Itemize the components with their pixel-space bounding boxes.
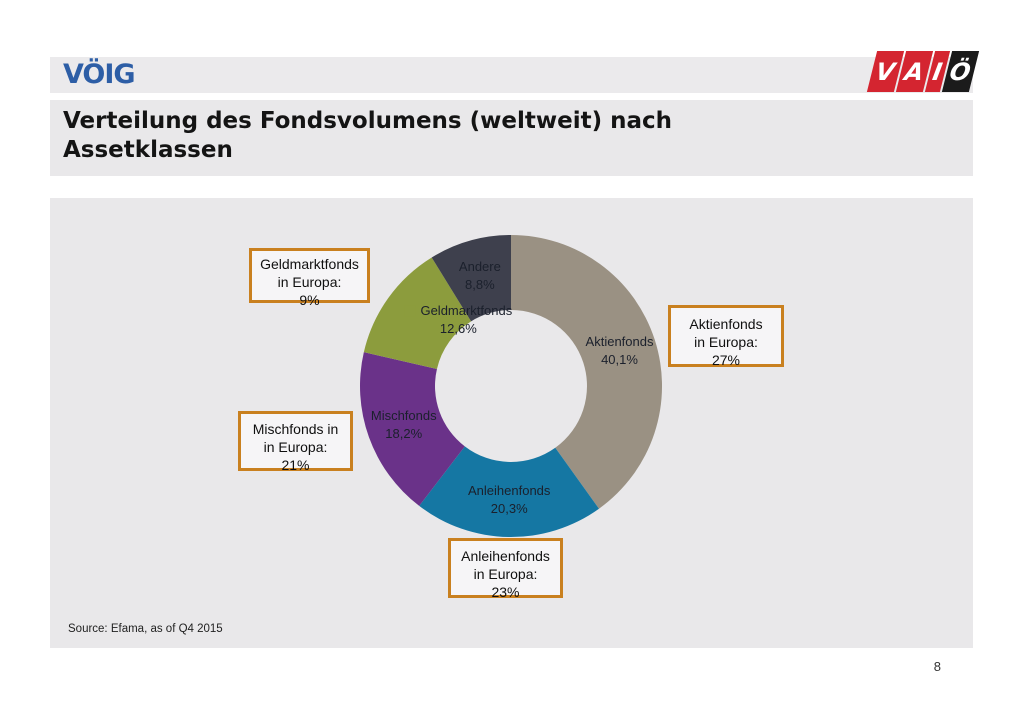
callout-line: Anleihenfonds: [461, 548, 550, 564]
callout-aktienfonds-europa: Aktienfonds in Europa: 27%: [668, 305, 784, 368]
slice-label-mischfonds: Mischfonds 18,2%: [370, 407, 437, 441]
page-title: Verteilung des Fondsvolumens (weltweit) …: [50, 100, 973, 165]
slice-label-andere: Andere 8,8%: [458, 259, 501, 293]
vaio-letter: Ö: [947, 57, 974, 86]
slice-label-aktienfonds: Aktienfonds 40,1%: [585, 334, 654, 368]
slice-anleihenfonds: [419, 446, 599, 538]
title-band: Verteilung des Fondsvolumens (weltweit) …: [50, 100, 973, 176]
slice-aktienfonds: [511, 235, 663, 509]
slice-label-anleihenfonds: Anleihenfonds 20,3%: [468, 483, 551, 516]
callout-geldmarktfonds-europa: Geldmarktfonds in Europa: 9%: [249, 248, 370, 308]
callout-line: Mischfonds in: [252, 421, 339, 437]
slice-mischfonds: [360, 352, 465, 506]
callout-line: in Europa:: [277, 273, 342, 290]
callout-value: 21%: [281, 456, 310, 473]
callout-line: in Europa:: [473, 565, 538, 582]
slice-label-geldmarktfonds: Geldmarktfonds 12,6%: [404, 302, 512, 338]
callout-anleihenfonds-europa: Anleihenfonds in Europa: 23%: [448, 538, 563, 600]
header-band: VÖIG V A I Ö: [50, 51, 980, 93]
slice-geldmarktfonds: [363, 257, 472, 369]
callout-line: in Europa:: [694, 333, 758, 350]
page-title-line2: Assetklassen: [63, 136, 233, 163]
vaio-letter: V: [873, 57, 898, 86]
legend-marker-icon: [404, 304, 416, 316]
slice-andere: [431, 235, 511, 322]
callout-value: 27%: [711, 351, 741, 368]
callout-mischfonds-europa: Mischfonds in in Europa: 21%: [238, 411, 353, 473]
page-number: 8: [933, 659, 941, 674]
vaio-logo: V A I Ö: [866, 51, 980, 92]
vaio-letter: I: [930, 57, 945, 86]
page-title-line1: Verteilung des Fondsvolumens (weltweit) …: [63, 108, 673, 134]
callout-line: in Europa:: [263, 438, 328, 455]
callout-value: 9%: [299, 291, 320, 308]
voig-logo: VÖIG: [63, 59, 136, 90]
source-note: Source: Efama, as of Q4 2015: [68, 623, 223, 635]
donut-chart: [360, 235, 663, 538]
callout-line: Geldmarktfonds: [260, 256, 359, 272]
vaio-letter: A: [902, 57, 927, 86]
chart-area: Geldmarktfonds in Europa: 9% Aktienfonds…: [50, 198, 973, 648]
callout-value: 23%: [491, 583, 520, 600]
callout-line: Aktienfonds: [689, 316, 763, 332]
